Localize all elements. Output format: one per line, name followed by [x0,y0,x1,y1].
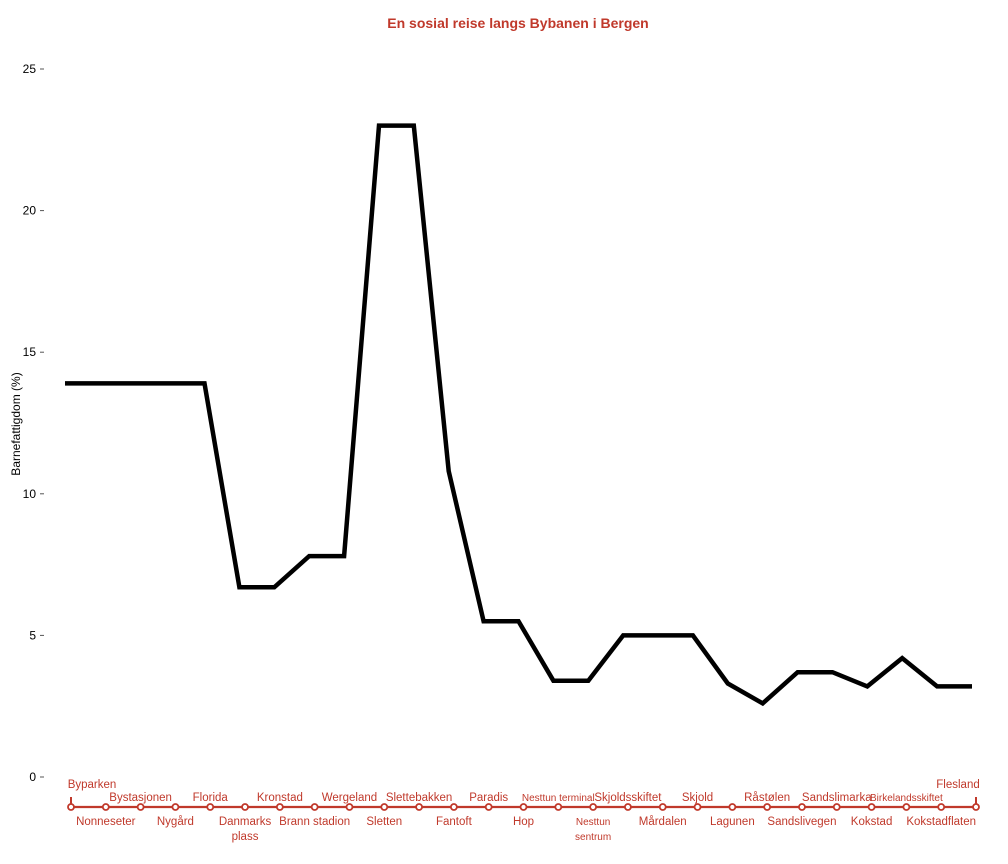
y-tick-label: 20 [23,204,37,218]
series-line [65,123,972,707]
metro-stop [763,803,772,811]
x-tick-label: Råstølen [744,792,790,804]
data-point [202,381,207,386]
data-point [970,684,975,689]
metro-stop [449,803,458,811]
data-point [656,633,661,638]
x-tick-label: Nesttun sentrum [575,817,611,843]
metro-stop [67,803,75,811]
data-point [865,684,870,689]
data-point [342,554,347,559]
data-point [411,123,416,128]
chart-title: En sosial reise langs Bybanen i Bergen [387,15,648,31]
x-tick-label: Slettebakken [386,792,453,804]
y-tick-label: 0 [29,770,36,784]
x-tick-label: Kokstadflaten [906,816,976,828]
y-axis-label: Barnefattigdom (%) [9,372,23,475]
x-tick-label: Sletten [366,816,402,828]
x-tick-label: Nonneseter [76,816,136,828]
metro-stop [206,803,215,811]
data-point [935,684,940,689]
data-point [376,123,381,128]
x-tick-label: Skjold [682,792,713,804]
metro-stop [972,803,980,811]
metro-stop [902,803,911,811]
data-point [690,633,695,638]
x-tick-label: Birkelandsskiftet [870,793,943,804]
data-point [237,585,242,590]
x-tick-label: Mårdalen [639,816,687,828]
y-tick-label: 10 [23,487,37,501]
data-point [900,656,905,661]
data-point [167,381,172,386]
x-tick-label: Fantoft [436,816,473,828]
y-tick-label: 25 [23,62,37,76]
data-point [97,381,102,386]
metro-stop [415,803,423,811]
metro-stop [658,803,667,811]
metro-stop [101,803,110,811]
metro-line: Byparken Nonneseter Bystasjonen Nygård Flori… [67,779,980,843]
y-tick-label: 5 [29,628,36,642]
y-axis: 0 5 10 15 20 25 [23,62,44,784]
x-tick-label: Kokstad [851,816,893,828]
data-point [516,619,521,624]
x-tick-label: Sandslivegen [767,816,836,828]
metro-stop [589,803,598,811]
data-point [621,633,626,638]
metro-stop [275,803,284,811]
x-tick-label: Flesland [936,779,979,791]
metro-stop [380,803,389,811]
metro-stop [624,803,632,811]
metro-stop [798,803,806,811]
metro-stop [345,803,354,811]
metro-stop [310,803,319,811]
metro-stop [171,803,180,811]
data-point [446,469,451,474]
x-tick-label: Wergeland [322,792,377,804]
data-point [795,670,800,675]
x-tick-label: Bystasjonen [109,792,172,804]
x-tick-label: Hop [513,816,534,828]
data-point [132,381,137,386]
x-tick-label: Brann stadion [279,816,350,828]
metro-stop [693,803,702,811]
metro-stop [519,803,528,811]
metro-stop [484,803,493,811]
x-tick-label: Paradis [469,792,508,804]
x-tick-label: Nesttun terminal [522,793,595,804]
data-point [830,670,835,675]
x-tick-label: Skjoldsskiftet [594,792,662,804]
data-point [551,678,556,683]
metro-stop [832,803,841,811]
data-point [725,681,730,686]
data-point [586,678,591,683]
data-point [760,701,765,706]
x-tick-label: Kronstad [257,792,303,804]
metro-stop [136,803,145,811]
series-layer [63,123,975,707]
metro-stop [937,803,946,811]
metro-stop [867,803,876,811]
y-tick-label: 15 [23,345,37,359]
data-point [307,554,312,559]
data-point [481,619,486,624]
metro-stop [554,803,563,811]
x-tick-label: Danmarks plass [219,816,272,843]
x-tick-label: Florida [193,792,229,804]
metro-stop [241,803,249,811]
x-tick-label: Byparken [68,779,117,791]
data-point [272,585,277,590]
x-tick-label: Nygård [157,816,194,828]
x-tick-label: Lagunen [710,816,755,828]
metro-stop [728,803,737,811]
x-tick-label: Sandslimarka [802,792,872,804]
data-point [63,381,68,386]
